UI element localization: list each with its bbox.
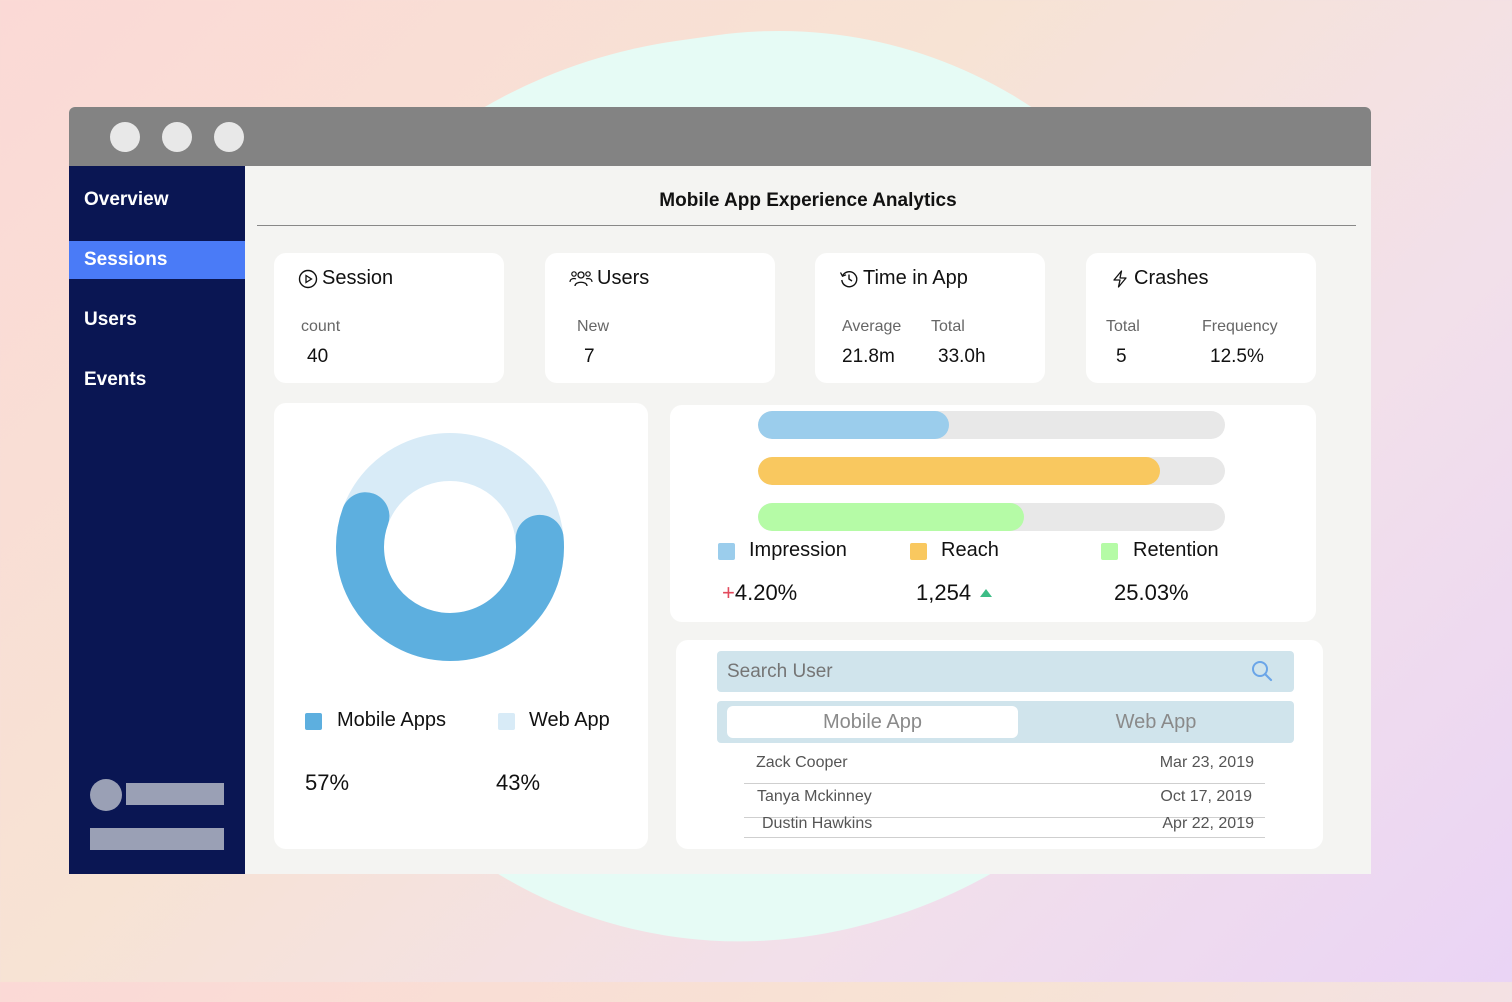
sidebar: Overview Sessions Users Events [69, 166, 245, 874]
session-count-label: count [301, 318, 341, 335]
legend-swatch-impression [718, 543, 735, 560]
impression-value: +4.20% [722, 580, 797, 606]
legend-label-reach: Reach [941, 539, 999, 561]
platform-donut-chart [336, 433, 564, 661]
impression-bar-fill [758, 411, 950, 439]
user-list-card: Mobile App Web App Zack Cooper Mar 23, 2… [676, 640, 1323, 849]
search-icon[interactable] [1251, 660, 1273, 682]
user-name: Zack Cooper [756, 754, 848, 771]
user-name: Dustin Hawkins [762, 815, 873, 832]
user-date: Mar 23, 2019 [1159, 754, 1254, 771]
legend-swatch-mobile-apps [305, 713, 322, 730]
session-count-value: 40 [307, 346, 329, 367]
retention-bar [758, 503, 1225, 531]
crashes-card-title: Crashes [1134, 267, 1209, 289]
legend-label-web-app: Web App [529, 709, 610, 731]
play-circle-icon [298, 269, 318, 288]
crashes-card: Crashes Total 5 Frequency 12.5% [1086, 253, 1316, 383]
users-new-label: New [577, 318, 610, 335]
platform-split-card: Mobile Apps Web App 57% 43% [274, 403, 648, 849]
time-in-app-card: Time in App Average 21.8m Total 33.0h [815, 253, 1045, 383]
legend-label-retention: Retention [1133, 539, 1219, 561]
legend-swatch-web-app [498, 713, 515, 730]
donut-slice-mobile-apps [336, 492, 564, 661]
row-divider [744, 817, 1265, 818]
app-window: Overview Sessions Users Events Mobile Ap… [69, 107, 1371, 874]
mobile-apps-percent: 57% [305, 770, 350, 795]
lightning-icon [1113, 269, 1127, 288]
page-title: Mobile App Experience Analytics [659, 190, 957, 211]
session-card-title: Session [322, 267, 394, 289]
title-bar [69, 107, 1371, 166]
sidebar-item-users[interactable]: Users [84, 309, 137, 330]
row-divider [744, 837, 1265, 838]
user-date: Oct 17, 2019 [1160, 788, 1252, 805]
time-in-app-card-header: Time in App [839, 267, 968, 290]
user-name: Tanya Mckinney [757, 788, 872, 805]
time-total-value: 33.0h [938, 346, 986, 367]
impression-bar [758, 411, 1225, 439]
crashes-frequency-label: Frequency [1202, 318, 1278, 335]
crashes-frequency-value: 12.5% [1210, 346, 1264, 367]
window-close-button[interactable] [110, 122, 140, 152]
impression-value-text: 4.20% [734, 580, 798, 605]
users-card-header: Users [569, 267, 649, 290]
sidebar-item-events[interactable]: Events [84, 369, 147, 390]
title-divider [257, 225, 1356, 226]
search-input[interactable] [717, 651, 1294, 692]
tab-web-app[interactable]: Web App [1115, 711, 1197, 733]
retention-value: 25.03% [1114, 580, 1189, 605]
legend-swatch-retention [1101, 543, 1118, 560]
time-total-label: Total [931, 318, 965, 335]
profile-name-placeholder [126, 783, 224, 805]
window-maximize-button[interactable] [214, 122, 244, 152]
users-card-title: Users [597, 267, 650, 289]
tab-mobile-app[interactable]: Mobile App [727, 706, 1018, 738]
window-minimize-button[interactable] [162, 122, 192, 152]
crashes-total-value: 5 [1116, 346, 1127, 367]
web-app-percent: 43% [496, 770, 541, 795]
reach-value-text: 1,254 [916, 580, 972, 605]
session-card: Session count 40 [274, 253, 504, 383]
user-date: Apr 22, 2019 [1162, 815, 1254, 832]
users-new-value: 7 [584, 346, 595, 367]
row-divider [744, 783, 1265, 784]
engagement-card: Impression Reach Retention +4.20% 1,254 … [670, 405, 1316, 622]
time-average-value: 21.8m [842, 346, 895, 367]
sidebar-item-sessions[interactable]: Sessions [69, 241, 245, 279]
legend-label-impression: Impression [749, 539, 847, 561]
reach-bar-fill [758, 457, 1160, 485]
sidebar-item-overview[interactable]: Overview [84, 189, 169, 210]
legend-label-mobile-apps: Mobile Apps [337, 709, 446, 731]
plus-sign: + [722, 580, 735, 605]
legend-swatch-reach [910, 543, 927, 560]
time-average-label: Average [842, 318, 902, 335]
users-card: Users New 7 [545, 253, 775, 383]
profile-detail-placeholder [90, 828, 224, 850]
reach-value: 1,254 [916, 580, 993, 606]
history-icon [839, 270, 858, 287]
reach-bar [758, 457, 1225, 485]
users-icon [569, 270, 593, 286]
crashes-total-label: Total [1106, 318, 1140, 335]
session-card-header: Session [298, 267, 393, 290]
avatar[interactable] [90, 779, 122, 811]
time-in-app-card-title: Time in App [863, 267, 968, 289]
retention-bar-fill [758, 503, 1025, 531]
crashes-card-header: Crashes [1110, 267, 1208, 290]
trend-up-icon [980, 589, 993, 597]
platform-toggle: Mobile App Web App [717, 701, 1294, 743]
